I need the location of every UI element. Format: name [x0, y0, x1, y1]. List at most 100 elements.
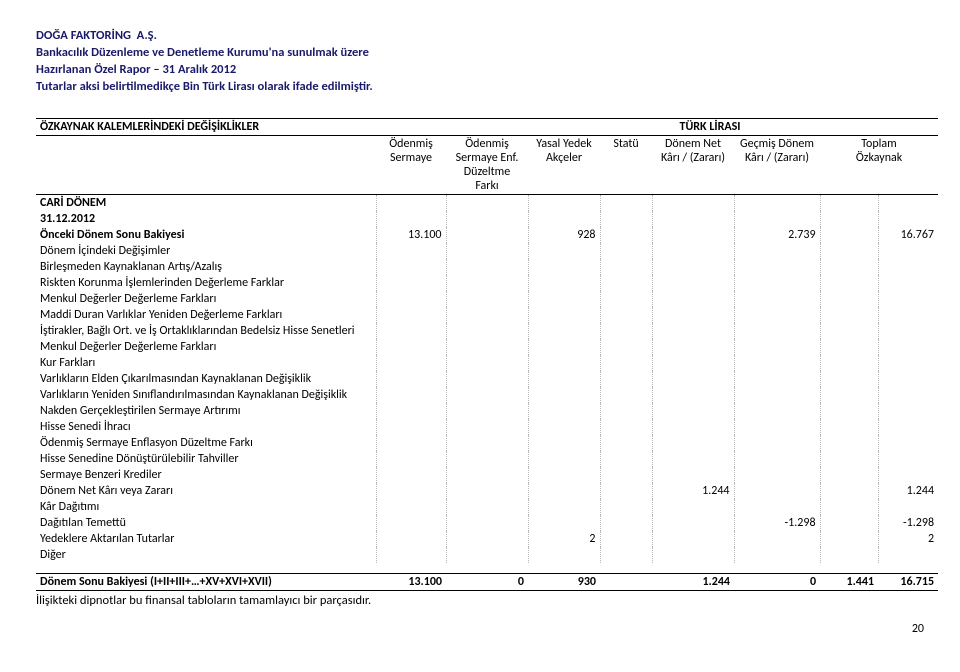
cell [734, 211, 820, 227]
cell [652, 419, 734, 435]
cell [528, 339, 600, 355]
cell [820, 483, 878, 499]
cell [734, 499, 820, 515]
cell [446, 355, 528, 371]
cell [878, 243, 938, 259]
table-row: Sermaye Benzeri Krediler [36, 467, 938, 483]
row-label: Hisse Senedi İhracı [36, 419, 376, 435]
cell [820, 211, 878, 227]
cell [878, 451, 938, 467]
equity-changes-table: ÖZKAYNAK KALEMLERİNDEKİ DEĞİŞİKLİKLER TÜ… [36, 118, 938, 591]
cell [376, 355, 446, 371]
cell [600, 419, 652, 435]
cell [820, 227, 878, 243]
cell [376, 483, 446, 499]
cell [528, 259, 600, 275]
cell [446, 291, 528, 307]
report-header: DOĞA FAKTORİNG A.Ş. Bankacılık Düzenleme… [36, 28, 924, 96]
cell [446, 419, 528, 435]
cell [600, 435, 652, 451]
cell [820, 307, 878, 323]
col-odenmis-sermaye: Ödenmiş Sermaye [376, 135, 446, 194]
row-label: Birleşmeden Kaynaklanan Artış/Azalış [36, 259, 376, 275]
cell [878, 419, 938, 435]
cell [376, 291, 446, 307]
row-label: Dağıtılan Temettü [36, 515, 376, 531]
cell [600, 387, 652, 403]
cell [734, 387, 820, 403]
cell [820, 387, 878, 403]
cell: -1.298 [734, 515, 820, 531]
cell: 2.739 [734, 227, 820, 243]
row-label: Menkul Değerler Değerleme Farkları [36, 291, 376, 307]
cell [734, 194, 820, 211]
cell [878, 291, 938, 307]
cell [820, 531, 878, 547]
cell [528, 435, 600, 451]
table-row: CARİ DÖNEM [36, 194, 938, 211]
table-row: Maddi Duran Varlıklar Yeniden Değerleme … [36, 307, 938, 323]
row-label: Dönem İçindeki Değişimler [36, 243, 376, 259]
cell [652, 515, 734, 531]
cell [820, 275, 878, 291]
cell [528, 515, 600, 531]
cell [878, 339, 938, 355]
cell [528, 419, 600, 435]
cell [376, 515, 446, 531]
cell [528, 291, 600, 307]
footnote: İlişikteki dipnotlar bu finansal tablola… [36, 593, 924, 608]
page-number: 20 [36, 622, 924, 636]
table-row: Hisse Senedi İhracı [36, 419, 938, 435]
row-label: Yedeklere Aktarılan Tutarlar [36, 531, 376, 547]
cell [600, 403, 652, 419]
cell [446, 227, 528, 243]
cell [446, 467, 528, 483]
cell [878, 211, 938, 227]
cell [820, 419, 878, 435]
cell: -1.298 [878, 515, 938, 531]
cell [446, 371, 528, 387]
company-name: DOĞA FAKTORİNG A.Ş. [36, 28, 924, 45]
cell [446, 259, 528, 275]
row-label: Ödenmiş Sermaye Enflasyon Düzeltme Farkı [36, 435, 376, 451]
cell [820, 323, 878, 339]
row-label: Sermaye Benzeri Krediler [36, 467, 376, 483]
cell [652, 531, 734, 547]
col-donem-net: Dönem Net Kârı / (Zararı) [652, 135, 734, 194]
cell [820, 515, 878, 531]
cell [652, 355, 734, 371]
table-row: Hisse Senedine Dönüştürülebilir Tahville… [36, 451, 938, 467]
row-label: İştirakler, Bağlı Ort. ve İş Ortaklıklar… [36, 323, 376, 339]
cell: 1.244 [652, 483, 734, 499]
cell [878, 499, 938, 515]
cell [820, 371, 878, 387]
cell [878, 387, 938, 403]
cell [528, 323, 600, 339]
cell [734, 531, 820, 547]
total-label: Dönem Sonu Bakiyesi (I+II+III+…+XV+XVI+X… [36, 573, 376, 590]
cell [446, 531, 528, 547]
cell [878, 435, 938, 451]
cell [446, 323, 528, 339]
cell [528, 355, 600, 371]
table-row: Menkul Değerler Değerleme Farkları [36, 291, 938, 307]
cell [652, 547, 734, 563]
table-row: Birleşmeden Kaynaklanan Artış/Azalış [36, 259, 938, 275]
cell [376, 531, 446, 547]
cell [376, 211, 446, 227]
row-label: Diğer [36, 547, 376, 563]
cell [820, 259, 878, 275]
cell [528, 275, 600, 291]
table-title-row: ÖZKAYNAK KALEMLERİNDEKİ DEĞİŞİKLİKLER TÜ… [36, 118, 938, 135]
cell: 1.244 [878, 483, 938, 499]
cell [652, 275, 734, 291]
cell [446, 403, 528, 419]
cell [734, 307, 820, 323]
cell [376, 339, 446, 355]
cell [528, 547, 600, 563]
cell [734, 483, 820, 499]
cell [734, 419, 820, 435]
cell [600, 483, 652, 499]
cell [734, 259, 820, 275]
table-row: 31.12.2012 [36, 211, 938, 227]
